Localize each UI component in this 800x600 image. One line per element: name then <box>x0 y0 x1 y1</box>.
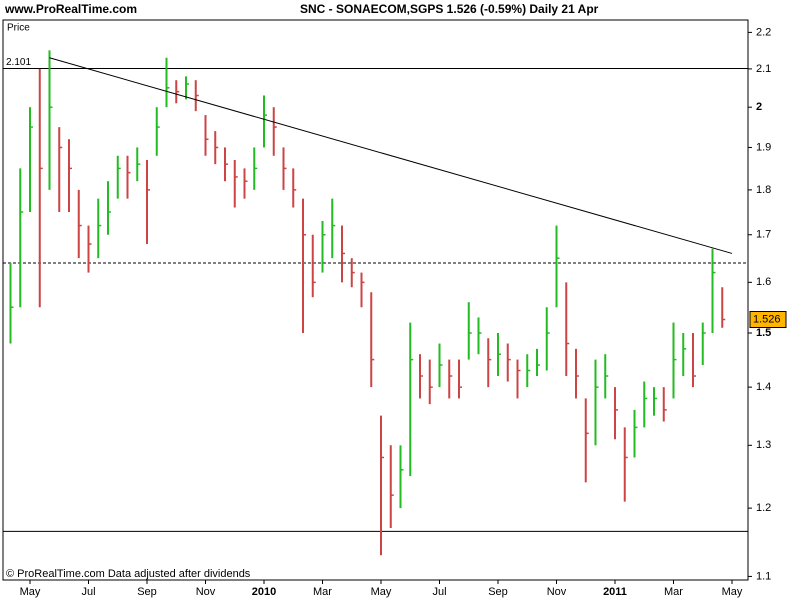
y-tick-label: 1.3 <box>756 439 771 451</box>
y-tick-label: 1.1 <box>756 570 771 582</box>
last-price-label: 1.526 <box>753 313 781 325</box>
x-tick-label: Sep <box>137 586 157 598</box>
y-tick-label: 1.7 <box>756 229 771 241</box>
y-label: Price <box>7 23 30 34</box>
x-tick-label: 2011 <box>603 586 627 598</box>
x-tick-label: May <box>371 586 392 598</box>
footer: © ProRealTime.com Data adjusted after di… <box>6 568 251 580</box>
y-tick-label: 2.1 <box>756 63 771 75</box>
level-label: 2.101 <box>6 57 31 68</box>
y-tick-label: 1.9 <box>756 141 771 153</box>
trendline <box>49 57 733 254</box>
x-tick-label: 2010 <box>252 586 276 598</box>
x-tick-label: Nov <box>196 586 216 598</box>
chart-title: SNC - SONAECOM,SGPS 1.526 (-0.59%) Daily… <box>300 2 599 16</box>
x-tick-label: Mar <box>313 586 332 598</box>
y-tick-label: 1.4 <box>756 381 771 393</box>
x-tick-label: Jul <box>81 586 95 598</box>
x-tick-label: May <box>20 586 41 598</box>
y-tick-label: 1.2 <box>756 502 771 514</box>
x-tick-label: Nov <box>547 586 567 598</box>
x-tick-label: Sep <box>488 586 508 598</box>
y-tick-label: 1.6 <box>756 276 771 288</box>
x-tick-label: Mar <box>664 586 683 598</box>
x-tick-label: Jul <box>432 586 446 598</box>
y-tick-label: 2 <box>756 101 762 113</box>
y-tick-label: 2.2 <box>756 26 771 38</box>
site: www.ProRealTime.com <box>4 2 137 16</box>
y-tick-label: 1.5 <box>756 327 771 339</box>
y-tick-label: 1.8 <box>756 184 771 196</box>
plot-frame <box>2 19 749 581</box>
x-tick-label: May <box>722 586 743 598</box>
last-price-box <box>749 311 787 329</box>
